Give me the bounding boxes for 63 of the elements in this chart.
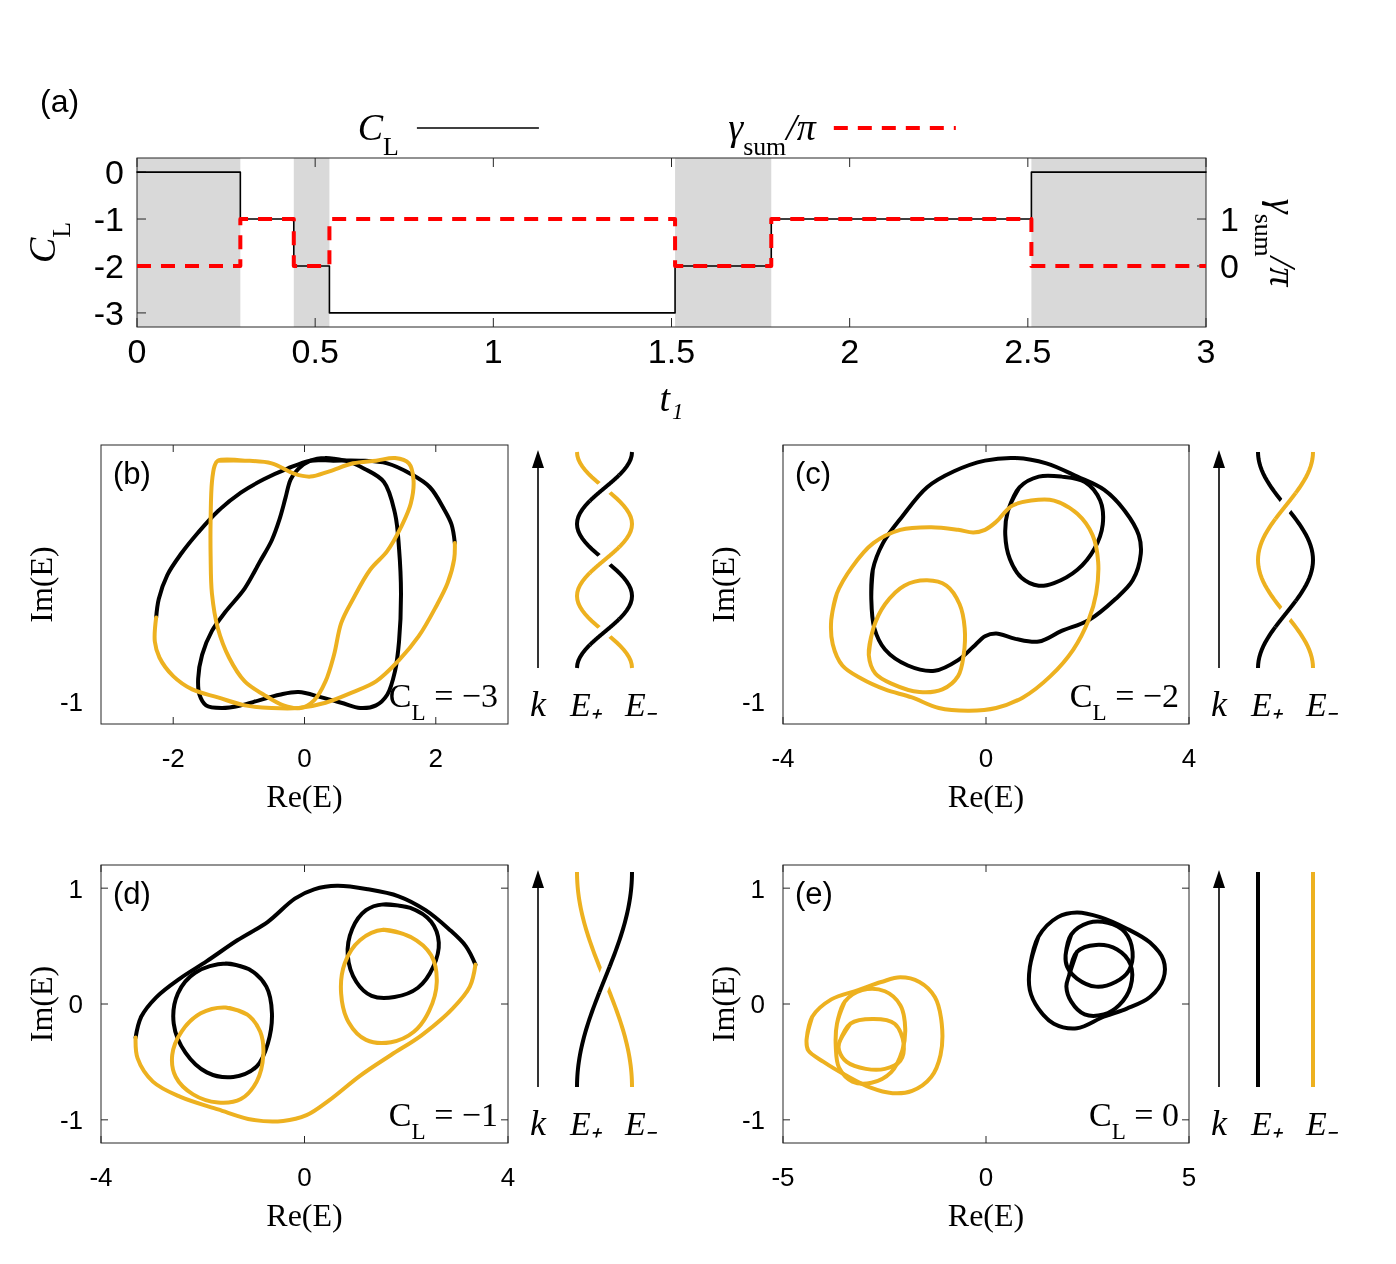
- annotation: (c): [795, 456, 832, 491]
- x-tick-label: 1.5: [647, 332, 696, 370]
- text: k: [1211, 684, 1229, 724]
- annotation: C$_{L}$ = −2: [1069, 677, 1179, 725]
- x-tick-label: 0: [297, 743, 312, 773]
- annotation: C$_{L}$ = −1: [388, 1096, 498, 1144]
- x-axis-title: Re(E): [266, 778, 343, 814]
- y-tick-label: 0: [750, 989, 765, 1020]
- x-tick-label: 4: [1181, 743, 1197, 773]
- text: E₋: [1305, 686, 1339, 723]
- x-tick-label: 4: [500, 1162, 516, 1192]
- annotation: (b): [113, 456, 151, 491]
- text: E₋: [1305, 1105, 1339, 1142]
- x-tick-label: 2: [840, 332, 860, 370]
- legend-label: C$_{L}$: [357, 106, 399, 161]
- text: E₋: [624, 686, 658, 723]
- y-tick-label: -2: [93, 247, 124, 286]
- annotation: (e): [795, 876, 833, 911]
- x-axis-title: Re(E): [947, 1197, 1025, 1233]
- x-tick-label: 5: [1181, 1162, 1197, 1192]
- annotation: C$_{L}$ = 0: [1089, 1096, 1179, 1144]
- text: (a): [40, 83, 80, 119]
- x-tick-label: -4: [771, 743, 795, 773]
- x-tick-label: 2.5: [1004, 332, 1052, 370]
- x-tick-label: -2: [161, 743, 185, 773]
- legend-label: γ$_{sum}$/π: [728, 106, 817, 161]
- y-axis-title: Im(E): [23, 965, 59, 1043]
- text: k: [530, 684, 548, 724]
- text: k: [1211, 1103, 1229, 1143]
- text: k: [530, 1103, 548, 1143]
- y-tick-label: 1: [68, 873, 83, 904]
- y-tick-label: -1: [93, 200, 124, 239]
- annotation: (d): [113, 876, 151, 911]
- y-tick-label: 0: [105, 153, 124, 192]
- x-axis-title: t₁: [659, 377, 684, 419]
- y-tick-label: -3: [93, 294, 124, 333]
- y2-tick-label: 0: [1220, 247, 1239, 286]
- y-tick-label: 1: [750, 873, 765, 904]
- x-tick-label: -4: [89, 1162, 113, 1192]
- x-tick-label: 1: [483, 332, 503, 370]
- x-tick-label: 3: [1196, 332, 1216, 370]
- y-tick-label: -1: [741, 1105, 765, 1136]
- text: E₊: [1250, 1105, 1284, 1142]
- x-tick-label: 0: [297, 1162, 312, 1192]
- x-tick-label: -5: [771, 1162, 795, 1192]
- x-axis-title: Re(E): [266, 1197, 343, 1233]
- y-axis-title: Im(E): [23, 546, 59, 623]
- y-tick-label: 0: [68, 989, 83, 1020]
- text: E₊: [1250, 686, 1284, 723]
- x-axis-title: Re(E): [947, 778, 1025, 814]
- text: E₊: [569, 1105, 603, 1142]
- annotation: C$_{L}$ = −3: [388, 677, 498, 725]
- x-tick-label: 0: [978, 743, 994, 773]
- x-tick-label: 2: [428, 743, 444, 773]
- y-axis-title: Im(E): [705, 965, 741, 1043]
- x-tick-label: 0: [127, 332, 147, 370]
- text: E₋: [624, 1105, 658, 1142]
- x-tick-label: 0: [978, 1162, 994, 1192]
- text: E₊: [569, 686, 603, 723]
- x-tick-label: 0.5: [291, 332, 339, 370]
- y-axis-title: Im(E): [705, 546, 741, 623]
- y2-tick-label: 1: [1220, 200, 1239, 239]
- y-tick-label: -1: [59, 1105, 83, 1136]
